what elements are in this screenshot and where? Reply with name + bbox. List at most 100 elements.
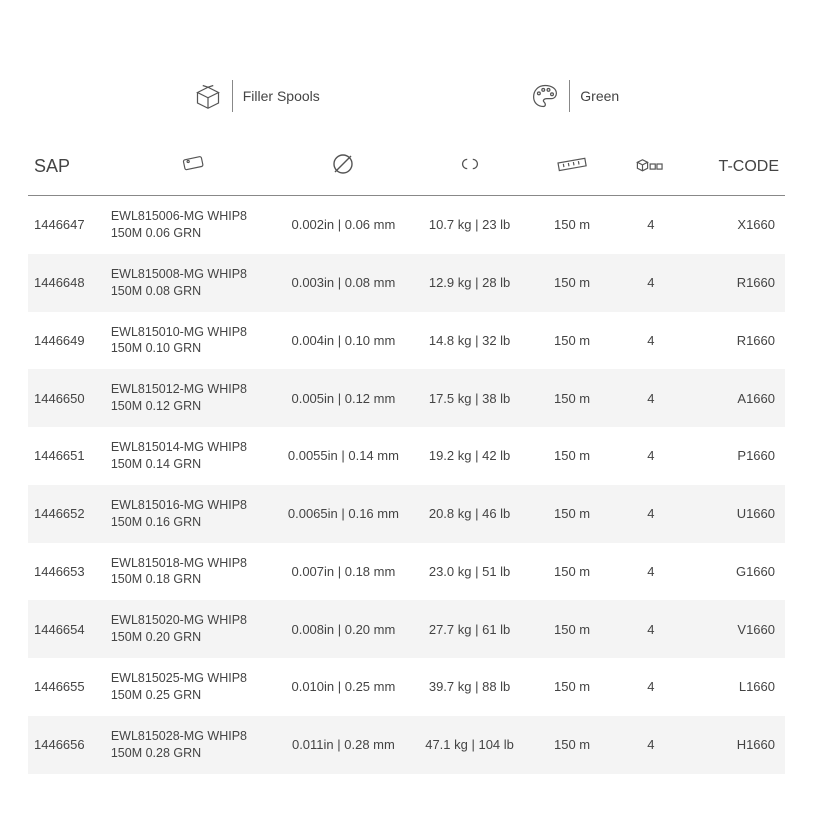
spool-label: Filler Spools: [243, 88, 320, 104]
ruler-icon: [555, 154, 589, 179]
table-row: 1446652EWL815016-MG WHIP8 150M 0.16 GRN0…: [28, 485, 785, 543]
tag-icon: [179, 153, 209, 180]
cell-qty: 4: [611, 312, 690, 370]
top-info-bar: Filler Spools Green: [28, 80, 785, 112]
cell-desc: EWL815006-MG WHIP8 150M 0.06 GRN: [107, 196, 280, 254]
cell-wt: 23.0 kg | 51 lb: [406, 543, 532, 601]
cell-desc: EWL815014-MG WHIP8 150M 0.14 GRN: [107, 427, 280, 485]
cell-sap: 1446653: [28, 543, 107, 601]
cell-tcode: G1660: [690, 543, 785, 601]
chain-link-icon: [457, 152, 483, 181]
table-header-row: SAP: [28, 142, 785, 196]
cell-len: 150 m: [533, 369, 612, 427]
cell-sap: 1446652: [28, 485, 107, 543]
cell-dia: 0.004in | 0.10 mm: [280, 312, 406, 370]
cell-len: 150 m: [533, 485, 612, 543]
cell-qty: 4: [611, 600, 690, 658]
table-row: 1446651EWL815014-MG WHIP8 150M 0.14 GRN0…: [28, 427, 785, 485]
cell-wt: 27.7 kg | 61 lb: [406, 600, 532, 658]
table-row: 1446653EWL815018-MG WHIP8 150M 0.18 GRN0…: [28, 543, 785, 601]
col-length: [533, 142, 612, 196]
cell-dia: 0.003in | 0.08 mm: [280, 254, 406, 312]
cell-sap: 1446650: [28, 369, 107, 427]
cell-len: 150 m: [533, 427, 612, 485]
cell-desc: EWL815025-MG WHIP8 150M 0.25 GRN: [107, 658, 280, 716]
cell-wt: 10.7 kg | 23 lb: [406, 196, 532, 254]
cell-wt: 20.8 kg | 46 lb: [406, 485, 532, 543]
palette-icon: [531, 82, 559, 110]
cell-tcode: V1660: [690, 600, 785, 658]
cell-qty: 4: [611, 369, 690, 427]
cell-sap: 1446656: [28, 716, 107, 774]
cell-len: 150 m: [533, 196, 612, 254]
table-row: 1446650EWL815012-MG WHIP8 150M 0.12 GRN0…: [28, 369, 785, 427]
col-diameter: [280, 142, 406, 196]
table-row: 1446648EWL815008-MG WHIP8 150M 0.08 GRN0…: [28, 254, 785, 312]
cell-len: 150 m: [533, 254, 612, 312]
cell-tcode: R1660: [690, 312, 785, 370]
cell-sap: 1446651: [28, 427, 107, 485]
col-description: [107, 142, 280, 196]
cell-desc: EWL815028-MG WHIP8 150M 0.28 GRN: [107, 716, 280, 774]
boxes-icon: [634, 153, 668, 180]
cell-dia: 0.007in | 0.18 mm: [280, 543, 406, 601]
cell-desc: EWL815020-MG WHIP8 150M 0.20 GRN: [107, 600, 280, 658]
table-row: 1446654EWL815020-MG WHIP8 150M 0.20 GRN0…: [28, 600, 785, 658]
cell-qty: 4: [611, 716, 690, 774]
cell-wt: 47.1 kg | 104 lb: [406, 716, 532, 774]
cell-tcode: L1660: [690, 658, 785, 716]
diameter-icon: [331, 152, 355, 181]
cell-dia: 0.011in | 0.28 mm: [280, 716, 406, 774]
cell-tcode: X1660: [690, 196, 785, 254]
cell-desc: EWL815016-MG WHIP8 150M 0.16 GRN: [107, 485, 280, 543]
cell-tcode: R1660: [690, 254, 785, 312]
color-label: Green: [580, 88, 619, 104]
spec-table: SAP: [28, 142, 785, 774]
cell-qty: 4: [611, 196, 690, 254]
cell-len: 150 m: [533, 543, 612, 601]
table-row: 1446647EWL815006-MG WHIP8 150M 0.06 GRN0…: [28, 196, 785, 254]
table-row: 1446655EWL815025-MG WHIP8 150M 0.25 GRN0…: [28, 658, 785, 716]
col-weight: [406, 142, 532, 196]
col-sap: SAP: [28, 142, 107, 196]
cell-wt: 14.8 kg | 32 lb: [406, 312, 532, 370]
cell-desc: EWL815018-MG WHIP8 150M 0.18 GRN: [107, 543, 280, 601]
cell-tcode: U1660: [690, 485, 785, 543]
table-row: 1446656EWL815028-MG WHIP8 150M 0.28 GRN0…: [28, 716, 785, 774]
cell-len: 150 m: [533, 658, 612, 716]
cell-qty: 4: [611, 254, 690, 312]
cell-wt: 17.5 kg | 38 lb: [406, 369, 532, 427]
cell-dia: 0.0065in | 0.16 mm: [280, 485, 406, 543]
cell-sap: 1446647: [28, 196, 107, 254]
table-row: 1446649EWL815010-MG WHIP8 150M 0.10 GRN0…: [28, 312, 785, 370]
cell-sap: 1446655: [28, 658, 107, 716]
cell-sap: 1446648: [28, 254, 107, 312]
cell-qty: 4: [611, 427, 690, 485]
cell-sap: 1446654: [28, 600, 107, 658]
spool-info: Filler Spools: [194, 80, 320, 112]
cell-tcode: H1660: [690, 716, 785, 774]
cell-dia: 0.002in | 0.06 mm: [280, 196, 406, 254]
cell-qty: 4: [611, 543, 690, 601]
divider: [232, 80, 233, 112]
cell-sap: 1446649: [28, 312, 107, 370]
box-open-icon: [194, 82, 222, 110]
divider: [569, 80, 570, 112]
cell-tcode: A1660: [690, 369, 785, 427]
cell-dia: 0.010in | 0.25 mm: [280, 658, 406, 716]
cell-len: 150 m: [533, 600, 612, 658]
cell-wt: 39.7 kg | 88 lb: [406, 658, 532, 716]
cell-wt: 12.9 kg | 28 lb: [406, 254, 532, 312]
cell-dia: 0.005in | 0.12 mm: [280, 369, 406, 427]
table-body: 1446647EWL815006-MG WHIP8 150M 0.06 GRN0…: [28, 196, 785, 774]
col-quantity: [611, 142, 690, 196]
cell-desc: EWL815010-MG WHIP8 150M 0.10 GRN: [107, 312, 280, 370]
cell-desc: EWL815012-MG WHIP8 150M 0.12 GRN: [107, 369, 280, 427]
cell-wt: 19.2 kg | 42 lb: [406, 427, 532, 485]
cell-dia: 0.0055in | 0.14 mm: [280, 427, 406, 485]
cell-len: 150 m: [533, 716, 612, 774]
cell-qty: 4: [611, 658, 690, 716]
cell-qty: 4: [611, 485, 690, 543]
color-info: Green: [531, 80, 619, 112]
col-tcode: T-CODE: [690, 142, 785, 196]
